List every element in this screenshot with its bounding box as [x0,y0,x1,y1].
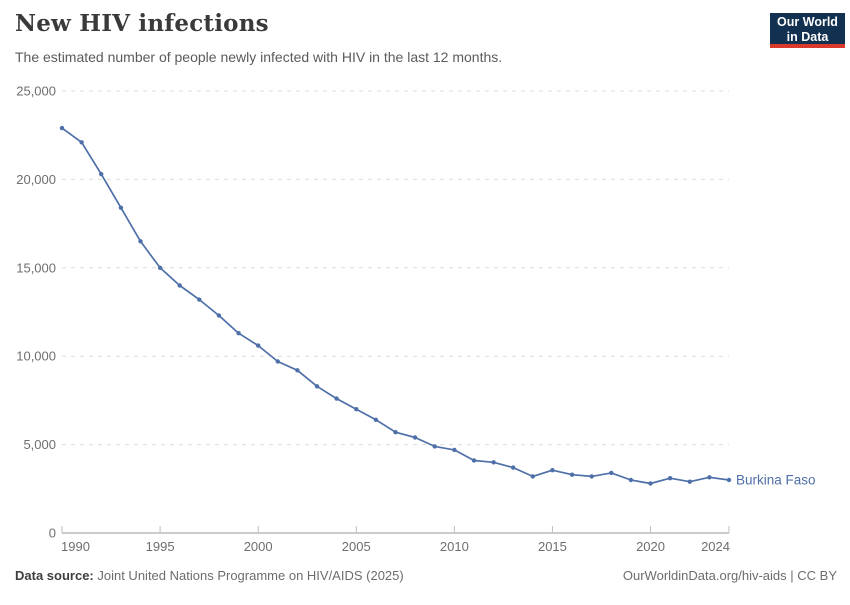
y-tick-label: 0 [49,526,56,541]
x-tick-label: 1995 [146,539,175,554]
x-tick-label: 2015 [538,539,567,554]
y-tick-label: 25,000 [16,84,56,99]
footer-link[interactable]: OurWorldinData.org/hiv-aids | CC BY [622,568,837,583]
data-source-text: Joint United Nations Programme on HIV/AI… [93,568,404,583]
chart-subtitle: The estimated number of people newly inf… [15,49,503,65]
x-tick-label: 2024 [701,539,730,554]
y-gridlines [62,90,729,446]
owid-logo-line2: in Data [786,30,829,44]
y-tick-label: 10,000 [16,349,56,364]
owid-logo-line1: Our World [777,15,838,29]
y-tick-label: 20,000 [16,172,56,187]
x-tick-label: 2000 [244,539,273,554]
series-end-label: Burkina Faso [736,472,816,487]
x-tick-label: 2020 [636,539,665,554]
y-tick-label: 5,000 [23,437,56,452]
page-title: New HIV infections [15,10,269,37]
x-axis-labels: 1990 1995 2000 2005 2010 2015 2020 2024 [61,539,730,554]
data-source-label: Data source: [15,568,94,583]
x-tick-label: 1990 [61,539,90,554]
owid-logo[interactable]: Our World in Data [770,13,845,48]
data-source: Data source: Joint United Nations Progra… [15,568,404,583]
series-markers [59,125,732,486]
x-tick-label: 2005 [342,539,371,554]
x-axis [61,526,730,534]
y-tick-label: 15,000 [16,260,56,275]
y-axis-labels: 0 5,000 10,000 15,000 20,000 25,000 [16,84,56,541]
x-tick-label: 2010 [440,539,469,554]
